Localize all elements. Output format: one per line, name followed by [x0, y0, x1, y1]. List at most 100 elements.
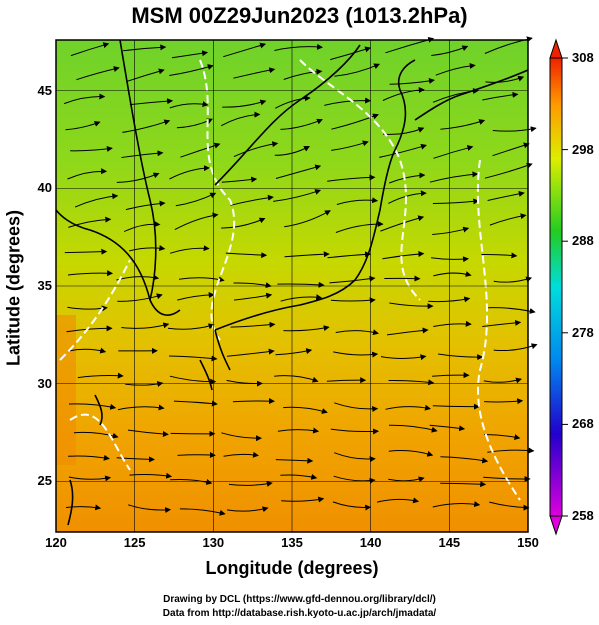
- streamline: [232, 398, 275, 405]
- streamline: [129, 98, 174, 106]
- streamline: [487, 447, 535, 454]
- streamline: [429, 171, 479, 183]
- streamline: [233, 67, 276, 79]
- streamline: [331, 140, 369, 151]
- streamline: [233, 141, 279, 158]
- streamline: [492, 142, 530, 157]
- streamline: [67, 168, 108, 180]
- colorbar-label: 278: [572, 324, 594, 340]
- streamline: [488, 307, 536, 314]
- streamline: [334, 63, 381, 77]
- streamline: [280, 294, 323, 302]
- streamline: [116, 456, 155, 463]
- streamline: [129, 245, 166, 252]
- streamline: [68, 475, 112, 482]
- colorbar-label: 298: [572, 141, 594, 157]
- streamline: [336, 197, 379, 205]
- streamline: [221, 217, 266, 229]
- streamline: [121, 322, 170, 329]
- streamline: [125, 200, 166, 211]
- streamline: [177, 291, 215, 301]
- streamline: [330, 297, 376, 304]
- y-tick-label: 25: [37, 473, 52, 489]
- streamline: [222, 99, 267, 108]
- streamline: [123, 44, 167, 52]
- streamline: [76, 66, 120, 81]
- streamline: [380, 354, 427, 361]
- streamline: [335, 329, 379, 336]
- streamline: [389, 77, 435, 85]
- streamline: [65, 121, 101, 131]
- streamline: [116, 172, 160, 183]
- streamline: [485, 75, 525, 83]
- streamline: [389, 302, 434, 310]
- streamline: [77, 372, 124, 379]
- streamline: [65, 504, 102, 511]
- streamline: [129, 472, 173, 479]
- streamline: [280, 473, 318, 480]
- streamline: [227, 506, 269, 513]
- streamline: [283, 68, 323, 80]
- streamline: [226, 348, 275, 357]
- map-frame: [55, 39, 529, 533]
- streamline: [123, 221, 161, 233]
- streamline: [230, 194, 274, 206]
- streamline: [221, 432, 262, 442]
- streamline: [327, 251, 372, 259]
- streamline: [169, 101, 209, 109]
- streamline: [277, 281, 325, 288]
- streamline: [223, 451, 259, 458]
- streamline: [493, 343, 538, 352]
- streamline: [74, 193, 119, 208]
- streamline: [380, 215, 425, 232]
- wind-streamlines: [63, 36, 538, 516]
- credit-drawing: Drawing by DCL (https://www.gfd-dennou.o…: [163, 594, 436, 605]
- streamline: [326, 377, 367, 384]
- streamline: [68, 347, 107, 354]
- streamline: [169, 165, 210, 180]
- streamline: [440, 119, 486, 130]
- streamline: [388, 379, 435, 386]
- colorbar-label: 288: [572, 233, 594, 249]
- streamline: [228, 480, 273, 487]
- streamline: [440, 456, 489, 464]
- streamline: [274, 375, 319, 383]
- streamline: [379, 143, 427, 158]
- y-tick-label: 40: [37, 180, 52, 196]
- streamline: [489, 501, 530, 511]
- y-tick-label: 30: [37, 375, 52, 391]
- streamline: [225, 252, 268, 259]
- streamline: [64, 248, 108, 255]
- streamline: [438, 353, 484, 361]
- colorbar-label: 268: [572, 416, 594, 432]
- contour-lines: [59, 59, 521, 501]
- streamline: [179, 508, 226, 516]
- streamline: [489, 213, 527, 226]
- streamline: [382, 86, 425, 101]
- streamline: [169, 375, 217, 385]
- streamline: [274, 43, 323, 51]
- colorbar: [549, 38, 568, 536]
- streamline: [484, 398, 524, 405]
- streamline: [386, 327, 429, 336]
- streamline: [171, 50, 209, 59]
- streamline: [284, 251, 330, 258]
- streamline: [174, 212, 219, 231]
- streamline: [332, 501, 372, 511]
- streamline: [169, 355, 218, 362]
- streamline: [428, 296, 471, 303]
- streamline: [283, 325, 330, 332]
- streamline: [487, 190, 525, 201]
- colorbar-label: 258: [572, 508, 594, 523]
- streamline: [432, 403, 480, 410]
- y-tick-label: 45: [37, 82, 52, 98]
- x-tick-label: 135: [281, 535, 303, 550]
- streamline: [385, 404, 431, 411]
- streamline: [432, 226, 470, 235]
- x-tick-label: 145: [438, 535, 461, 550]
- streamline: [483, 377, 522, 384]
- streamline: [230, 321, 276, 328]
- streamline: [330, 46, 372, 61]
- streamline: [73, 431, 119, 439]
